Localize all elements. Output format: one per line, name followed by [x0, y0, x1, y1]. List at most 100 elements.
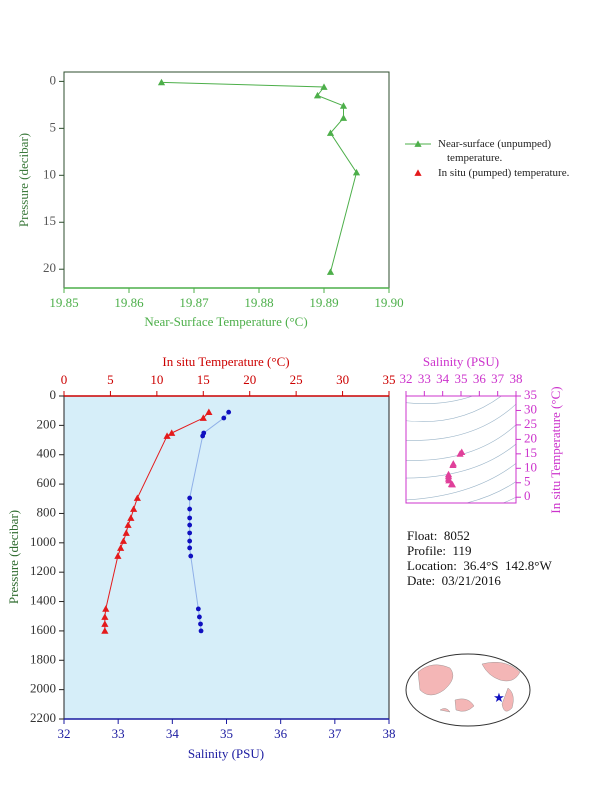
- data-point: [101, 620, 109, 627]
- legend-entry: Near-surface (unpumped) temperature.: [438, 138, 552, 164]
- y-axis-label: Pressure (decibar): [16, 133, 31, 227]
- data-point: [187, 522, 193, 528]
- x-tick-label: 33: [418, 371, 431, 386]
- x-axis-label: Salinity (PSU): [188, 746, 264, 761]
- data-point: [187, 515, 193, 521]
- x-tick-label: 38: [383, 726, 396, 741]
- x-tick-label: 34: [436, 371, 450, 386]
- y-tick-label: 15: [43, 213, 56, 228]
- y-tick-label: 35: [524, 387, 537, 402]
- x2-tick-label: 15: [197, 372, 210, 387]
- x-tick-label: 19.90: [374, 295, 403, 310]
- svg-text:★: ★: [493, 690, 505, 705]
- x-tick-label: 33: [112, 726, 125, 741]
- data-point: [124, 521, 132, 528]
- x-tick-label: 38: [510, 371, 523, 386]
- plot-background: [64, 396, 389, 719]
- y-tick-label: 0: [50, 72, 57, 87]
- data-point: [195, 606, 201, 612]
- x-tick-label: 19.87: [179, 295, 209, 310]
- y-tick-label: 200: [37, 416, 57, 431]
- data-point: [127, 514, 135, 521]
- x-tick-label: 35: [220, 726, 233, 741]
- data-point: [122, 529, 130, 536]
- y-tick-label: 1800: [30, 651, 56, 666]
- data-point: [352, 168, 361, 176]
- data-point: [117, 544, 125, 551]
- data-point: [188, 553, 194, 559]
- data-point: [448, 480, 456, 488]
- y-tick-label: 400: [37, 446, 57, 461]
- x-tick-label: 37: [491, 371, 505, 386]
- data-point: [221, 415, 227, 421]
- y-axis-label: Pressure (decibar): [6, 510, 21, 604]
- y-axis-label: In situ Temperature (°C): [548, 386, 563, 513]
- data-point: [313, 91, 322, 99]
- data-point: [456, 450, 464, 457]
- x-tick-label: 32: [400, 371, 413, 386]
- y-tick-label: 0: [524, 488, 531, 503]
- x-tick-label: 37: [328, 726, 342, 741]
- float-info: Date: 03/21/2016: [407, 573, 501, 588]
- data-point: [339, 102, 348, 109]
- x-tick-label: 36: [274, 726, 288, 741]
- x-tick-label: 36: [473, 371, 487, 386]
- y-tick-label: 30: [524, 401, 537, 416]
- x-tick-label: 19.89: [309, 295, 338, 310]
- x-tick-label: 19.86: [114, 295, 144, 310]
- y-tick-label: 10: [43, 166, 56, 181]
- y-tick-label: 0: [50, 387, 57, 402]
- x-axis-label: Near-Surface Temperature (°C): [144, 314, 307, 329]
- data-point: [187, 495, 193, 501]
- data-point: [114, 552, 122, 559]
- data-point: [187, 506, 193, 512]
- data-point: [326, 268, 335, 275]
- y-tick-label: 1000: [30, 534, 56, 549]
- y-tick-label: 5: [524, 474, 531, 489]
- data-point: [102, 605, 110, 612]
- data-point: [133, 494, 141, 501]
- data-point: [119, 537, 128, 544]
- float-info: Location: 36.4°S 142.8°W: [407, 558, 552, 573]
- series-line: [161, 81, 358, 273]
- x2-tick-label: 35: [383, 372, 396, 387]
- legend-marker: [414, 169, 422, 176]
- data-point: [187, 545, 193, 551]
- x2-tick-label: 30: [336, 372, 349, 387]
- y-tick-label: 2200: [30, 710, 56, 725]
- x2-tick-label: 10: [150, 372, 163, 387]
- data-point: [226, 409, 232, 415]
- world-map: ★: [405, 653, 531, 727]
- data-point: [168, 429, 176, 436]
- y-tick-label: 20: [43, 260, 56, 275]
- y-tick-label: 600: [37, 475, 57, 490]
- density-contours: [406, 396, 516, 503]
- x-axis-label: Salinity (PSU): [423, 354, 499, 369]
- x-tick-label: 19.85: [49, 295, 78, 310]
- y-tick-label: 25: [524, 416, 537, 431]
- y-tick-label: 20: [524, 430, 537, 445]
- data-point: [339, 114, 348, 121]
- data-point: [449, 461, 457, 468]
- y-tick-label: 10: [524, 459, 537, 474]
- y-tick-label: 800: [37, 504, 57, 519]
- x-tick-label: 35: [455, 371, 468, 386]
- x2-tick-label: 25: [290, 372, 303, 387]
- data-point: [200, 433, 206, 439]
- x2-tick-label: 0: [61, 372, 68, 387]
- x2-axis-label: In situ Temperature (°C): [162, 354, 289, 369]
- data-point: [197, 614, 202, 620]
- y-tick-label: 15: [524, 445, 537, 460]
- float-info: Float: 8052: [407, 528, 470, 543]
- data-point: [198, 628, 204, 634]
- y-tick-label: 1600: [30, 622, 56, 637]
- y-tick-label: 1200: [30, 563, 56, 578]
- float-info: Profile: 119: [407, 543, 472, 558]
- x2-tick-label: 5: [107, 372, 114, 387]
- data-point: [163, 432, 171, 439]
- data-point: [157, 78, 166, 86]
- x-tick-label: 34: [166, 726, 180, 741]
- x-tick-label: 19.88: [244, 295, 273, 310]
